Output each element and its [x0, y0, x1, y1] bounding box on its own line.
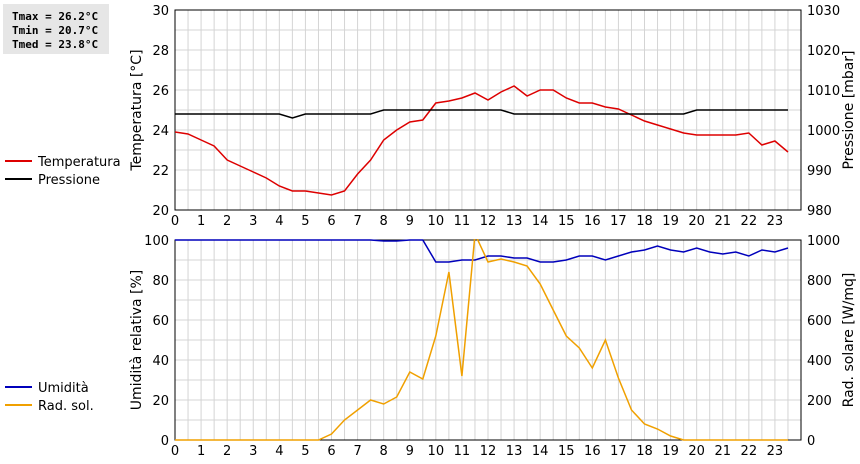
y-axis-title-right: Rad. solare [W/mq]: [841, 273, 857, 408]
x-tick-label: 9: [406, 214, 414, 229]
y-tick-label-right: 1020: [807, 44, 840, 59]
y-tick-label-right: 1000: [807, 234, 840, 249]
x-tick-label: 19: [662, 444, 679, 459]
x-tick-label: 10: [428, 214, 445, 229]
x-tick-label: 13: [506, 444, 523, 459]
y-tick-label-left: 20: [152, 394, 169, 409]
y-tick-label-left: 24: [152, 124, 169, 139]
series-line-rad-sol: [175, 239, 788, 441]
x-tick-label: 4: [275, 444, 283, 459]
y-tick-label-left: 80: [152, 274, 169, 289]
x-tick-label: 2: [223, 444, 231, 459]
legend-label-temperature: Temperatura: [37, 155, 121, 170]
x-tick-label: 10: [428, 444, 445, 459]
x-tick-label: 3: [249, 444, 257, 459]
y-tick-label-right: 980: [807, 204, 832, 219]
x-tick-label: 21: [714, 444, 731, 459]
x-tick-label: 2: [223, 214, 231, 229]
x-tick-label: 15: [558, 444, 575, 459]
x-tick-label: 11: [454, 444, 471, 459]
x-tick-label: 16: [584, 214, 601, 229]
series-line-pressione: [175, 109, 788, 119]
x-tick-label: 6: [327, 214, 335, 229]
legend-label-solar: Rad. sol.: [38, 399, 94, 414]
legend-label-humidity: Umidità: [38, 381, 89, 396]
plot-frame: [174, 9, 802, 211]
x-tick-label: 6: [327, 444, 335, 459]
x-tick-label: 20: [688, 214, 705, 229]
y-tick-label-right: 1030: [807, 4, 840, 19]
x-tick-label: 14: [532, 444, 549, 459]
x-tick-label: 1: [197, 214, 205, 229]
y-tick-label-left: 30: [152, 4, 169, 19]
x-tick-label: 9: [406, 444, 414, 459]
stat-tmed: Tmed = 23.8°C: [12, 38, 98, 51]
y-tick-label-right: 1010: [807, 84, 840, 99]
legend-label-pressure: Pressione: [38, 173, 100, 188]
x-tick-label: 5: [301, 444, 309, 459]
x-tick-label: 12: [480, 214, 497, 229]
y-axis-title-right: Pressione [mbar]: [841, 50, 857, 169]
y-axis-title-left: Temperatura [°C]: [129, 49, 145, 171]
x-tick-label: 17: [610, 214, 627, 229]
x-tick-label: 18: [636, 214, 653, 229]
x-tick-label: 7: [353, 444, 361, 459]
y-tick-label-left: 26: [152, 84, 169, 99]
x-tick-label: 17: [610, 444, 627, 459]
x-tick-label: 18: [636, 444, 653, 459]
y-tick-label-left: 20: [152, 204, 169, 219]
y-tick-label-left: 28: [152, 44, 169, 59]
x-tick-label: 19: [662, 214, 679, 229]
y-tick-label-right: 0: [807, 434, 815, 449]
x-tick-label: 21: [714, 214, 731, 229]
y-tick-label-right: 1000: [807, 124, 840, 139]
x-tick-label: 20: [688, 444, 705, 459]
stat-tmin: Tmin = 20.7°C: [12, 24, 98, 37]
x-tick-label: 3: [249, 214, 257, 229]
y-tick-label-right: 400: [807, 354, 832, 369]
x-tick-label: 11: [454, 214, 471, 229]
x-tick-label: 22: [741, 444, 758, 459]
x-tick-label: 0: [171, 214, 179, 229]
series-line-umidit: [175, 239, 789, 263]
x-tick-label: 15: [558, 214, 575, 229]
y-tick-label-left: 100: [144, 234, 169, 249]
y-tick-label-right: 800: [807, 274, 832, 289]
x-tick-label: 8: [380, 444, 388, 459]
x-tick-label: 1: [197, 444, 205, 459]
y-axis-title-left: Umidità relativa [%]: [129, 270, 145, 411]
x-tick-label: 22: [741, 214, 758, 229]
x-tick-label: 23: [767, 444, 784, 459]
x-tick-label: 0: [171, 444, 179, 459]
x-tick-label: 12: [480, 444, 497, 459]
plot-frame: [174, 239, 802, 441]
y-tick-label-left: 60: [152, 314, 169, 329]
x-tick-label: 8: [380, 214, 388, 229]
y-tick-label-left: 40: [152, 354, 169, 369]
x-tick-label: 16: [584, 444, 601, 459]
y-tick-label-left: 22: [152, 164, 169, 179]
stat-tmax: Tmax = 26.2°C: [12, 10, 98, 23]
y-tick-label-left: 0: [161, 434, 169, 449]
y-tick-label-right: 600: [807, 314, 832, 329]
stats-box: [3, 4, 109, 54]
x-tick-label: 7: [353, 214, 361, 229]
y-tick-label-right: 200: [807, 394, 832, 409]
x-tick-label: 13: [506, 214, 523, 229]
series-line-temperatura: [175, 85, 789, 196]
x-tick-label: 23: [767, 214, 784, 229]
x-tick-label: 14: [532, 214, 549, 229]
x-tick-label: 4: [275, 214, 283, 229]
x-tick-label: 5: [301, 214, 309, 229]
y-tick-label-right: 990: [807, 164, 832, 179]
